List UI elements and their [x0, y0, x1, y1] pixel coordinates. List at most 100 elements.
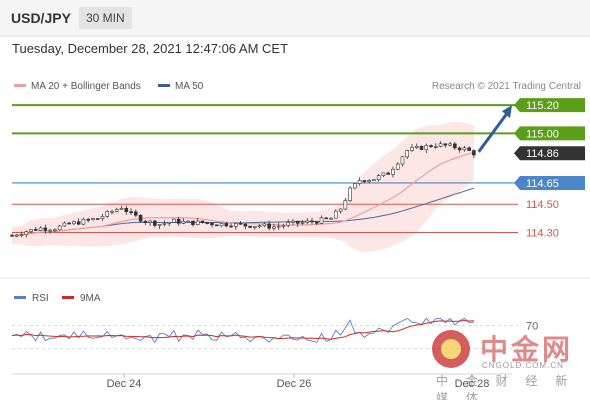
candle: [343, 197, 348, 211]
ma50-legend-swatch: [158, 84, 170, 87]
candle: [357, 177, 362, 186]
watermark-logo-icon: [432, 330, 470, 368]
rsi-ma-legend-swatch: [62, 296, 74, 299]
candle: [181, 218, 186, 225]
candle: [105, 210, 110, 218]
candle: [291, 218, 295, 226]
forecast-arrow-shaft: [477, 111, 510, 153]
candle: [419, 145, 424, 151]
candle: [457, 146, 462, 153]
watermark-cn: 中金网: [480, 333, 574, 366]
candles: [10, 141, 476, 238]
candle: [57, 225, 62, 231]
chart-header: USD/JPY 30 MIN: [0, 0, 590, 36]
candle: [362, 179, 367, 184]
candle: [262, 222, 267, 228]
chart-frame: [0, 35, 590, 375]
candle: [134, 209, 138, 218]
candle: [267, 220, 271, 231]
candle: [257, 224, 262, 229]
rsi-ma-legend-label: 9MA: [80, 293, 101, 304]
candle: [334, 209, 338, 219]
rsi-ma-line: [11, 320, 474, 340]
timeframe-badge[interactable]: 30 MIN: [79, 7, 132, 29]
x-axis: Dec 24 Dec 26 Dec 28: [107, 374, 489, 390]
candle: [205, 222, 210, 225]
candle: [348, 185, 352, 202]
candle: [353, 182, 357, 190]
candle: [238, 221, 243, 225]
forecast-arrow: [477, 105, 512, 153]
candle: [410, 144, 414, 152]
candle: [472, 149, 476, 159]
candle: [438, 141, 443, 148]
candle: [319, 215, 324, 224]
candle: [434, 143, 438, 149]
level-label-114.50: 114.50: [526, 199, 559, 211]
level-label-115.00: 115.00: [526, 128, 559, 140]
candle: [329, 217, 333, 220]
candle: [281, 223, 286, 229]
candle: [124, 205, 129, 215]
ma20-legend-swatch: [14, 84, 26, 87]
candle: [24, 230, 29, 238]
candle: [338, 208, 343, 214]
candle: [210, 222, 214, 228]
candle: [243, 223, 248, 230]
level-tags: 115.20 115.00 114.86 114.65 114.50 114.30: [514, 98, 585, 240]
candle: [214, 224, 219, 227]
candle: [43, 224, 48, 234]
candle: [305, 218, 310, 225]
candle: [276, 222, 281, 230]
candle: [143, 219, 148, 226]
candle: [448, 141, 452, 147]
candle: [100, 214, 105, 221]
candle: [148, 220, 152, 226]
candle: [405, 149, 410, 160]
moving-averages: [11, 152, 475, 236]
candle: [176, 216, 181, 226]
rsi-line: [11, 317, 474, 344]
candle: [110, 209, 114, 215]
candle: [462, 145, 467, 152]
level-label-114.30: 114.30: [526, 228, 559, 240]
candle: [67, 221, 71, 225]
level-label-114.86: 114.86: [526, 148, 559, 160]
candle: [391, 166, 395, 178]
candle: [224, 221, 229, 228]
candle: [395, 162, 400, 171]
candle: [400, 156, 405, 167]
candle: [129, 208, 133, 215]
rsi-legend-label: RSI: [32, 293, 49, 304]
candle: [38, 226, 43, 232]
x-tick-label: Dec 26: [277, 378, 312, 390]
candle: [272, 223, 276, 231]
candle: [248, 225, 252, 229]
candle: [429, 144, 433, 148]
candle: [324, 217, 329, 220]
candle: [229, 223, 233, 229]
level-tag-114.65: [514, 175, 585, 190]
candle: [172, 218, 176, 223]
candle: [153, 219, 157, 228]
candle: [95, 218, 100, 220]
candle: [167, 221, 171, 227]
candle: [72, 220, 76, 226]
ma20-legend-label: MA 20 + Bollinger Bands: [31, 81, 141, 92]
rsi-tick-70: 70: [526, 320, 538, 332]
candle: [253, 226, 257, 230]
candle: [234, 222, 238, 230]
candle: [314, 220, 319, 226]
pair-title: USD/JPY: [11, 10, 71, 26]
candle: [29, 229, 33, 234]
level-tag-115.00: [514, 126, 585, 141]
candle: [76, 218, 81, 226]
candle: [157, 223, 162, 230]
candle: [138, 214, 143, 223]
candle: [367, 178, 371, 184]
candle: [376, 174, 381, 182]
candle: [62, 221, 67, 227]
candle: [186, 220, 190, 223]
candle: [443, 143, 448, 148]
chart-datetime: Tuesday, December 28, 2021 12:47:06 AM C…: [12, 41, 289, 56]
